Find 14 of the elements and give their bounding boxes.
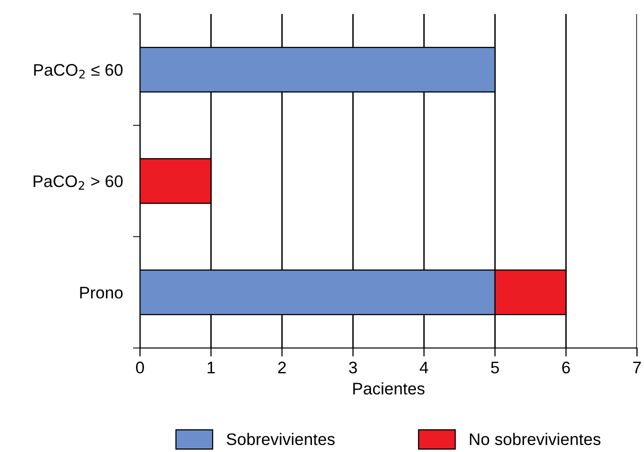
legend-label: Sobrevivientes <box>226 432 335 446</box>
legend-label: No sobrevivientes <box>470 432 600 446</box>
y-tick-label: PaCO$_{2}$ > 60 <box>34 175 123 190</box>
x-axis-title: Pacientes <box>353 382 424 395</box>
x-tick-label: 6 <box>562 362 570 374</box>
x-tick-label: 0 <box>136 362 144 374</box>
x-tick-label: 4 <box>420 362 428 374</box>
x-tick-label: 5 <box>491 362 499 374</box>
x-tick-label: 2 <box>278 362 286 374</box>
y-tick-label: PaCO$_{2}$ ≤ 60 <box>34 64 123 78</box>
x-tick-label: 3 <box>349 362 357 374</box>
x-tick-label: 7 <box>633 362 641 374</box>
y-tick-label: Prono <box>80 286 123 299</box>
x-tick-label: 1 <box>208 362 215 374</box>
